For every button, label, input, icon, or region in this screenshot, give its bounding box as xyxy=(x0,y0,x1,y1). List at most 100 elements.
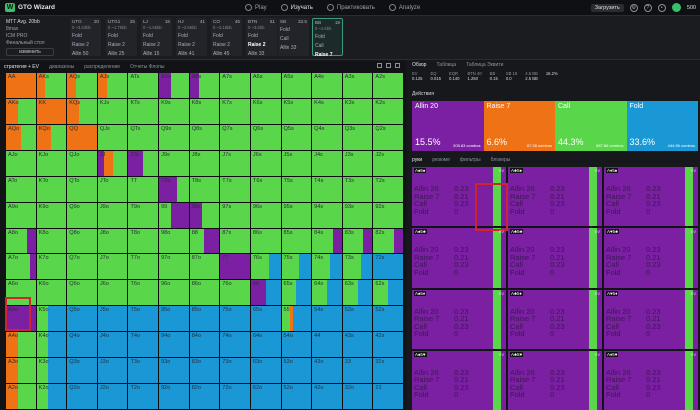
hand-cell[interactable]: K3o xyxy=(36,358,67,384)
hand-cell[interactable]: 73s xyxy=(342,254,373,280)
hand-cell[interactable]: K7o xyxy=(36,254,67,280)
combo-card[interactable]: A♥5♣ EV Allin 20 Raise 7 Call Fold 0.23 0.21 0.2… xyxy=(604,228,698,288)
hand-cell[interactable]: Q2s xyxy=(373,124,403,150)
hand-cell[interactable]: 98o xyxy=(159,228,189,254)
hand-cell[interactable]: A9o xyxy=(6,202,36,228)
hand-cell[interactable]: AJs xyxy=(97,73,128,98)
combo-card[interactable]: A♥5♦ EV Allin 20 Raise 7 Call Fold 0.23 0.21 0.2… xyxy=(604,289,698,349)
hand-cell[interactable]: K6s xyxy=(250,98,281,124)
hand-cell[interactable]: K4s xyxy=(312,98,342,124)
position-action[interactable]: Raise 2 xyxy=(248,42,266,49)
hand-cell[interactable]: JJ xyxy=(97,150,128,176)
hand-cell[interactable]: A6s xyxy=(250,73,281,98)
hand-cell[interactable]: Q9s xyxy=(159,124,189,150)
nav-practice[interactable]: Практиковать xyxy=(326,4,375,11)
hand-cell[interactable]: Q6s xyxy=(250,124,281,150)
hand-cell[interactable]: 92o xyxy=(159,384,189,409)
hand-cell[interactable]: 62o xyxy=(250,384,281,409)
hand-cell[interactable]: 32s xyxy=(373,358,403,384)
hand-cell[interactable]: A4o xyxy=(6,332,36,358)
hand-cell[interactable]: KTo xyxy=(36,176,67,202)
hand-cell[interactable]: 64s xyxy=(312,280,342,306)
hand-cell[interactable]: T7o xyxy=(128,254,159,280)
hand-cell[interactable]: A5s xyxy=(281,73,312,98)
hand-cell[interactable]: ATs xyxy=(128,73,159,98)
hand-cell[interactable]: 88 xyxy=(189,228,220,254)
hand-cell[interactable]: J4s xyxy=(312,150,342,176)
change-button[interactable]: изменить xyxy=(6,48,54,56)
hand-cell[interactable]: 99 xyxy=(159,202,189,228)
hand-cell[interactable]: 76s xyxy=(250,254,281,280)
combo-card[interactable]: A♣5♥ EV Allin 20 Raise 7 Call Fold 0.23 0.21 0.2… xyxy=(508,350,602,410)
hand-cell[interactable]: T7s xyxy=(220,176,250,202)
hand-cell[interactable]: T9s xyxy=(159,176,189,202)
hand-cell[interactable]: JTs xyxy=(128,150,159,176)
hand-cell[interactable]: 42s xyxy=(373,332,403,358)
hand-cell[interactable]: 54s xyxy=(312,306,342,332)
hand-cell[interactable]: Q5s xyxy=(281,124,312,150)
combo-card[interactable]: A♣5♠ EV Allin 20 Raise 7 Call Fold 0.23 0.21 0.2… xyxy=(508,167,602,227)
hand-cell[interactable]: QJo xyxy=(67,150,97,176)
upload-button[interactable]: Загрузить xyxy=(590,3,624,12)
hand-cell[interactable]: 84o xyxy=(189,332,220,358)
hand-cell[interactable]: 43s xyxy=(342,332,373,358)
hand-cell[interactable]: 74o xyxy=(220,332,250,358)
avatar[interactable] xyxy=(671,3,681,12)
hand-cell[interactable]: K8s xyxy=(189,98,220,124)
hand-cell[interactable]: 85s xyxy=(281,228,312,254)
combo-card[interactable]: A♠5♥ EV Allin 20 Raise 7 Call Fold 0.23 0.21 0.2… xyxy=(412,350,506,410)
hand-cell[interactable]: 33 xyxy=(342,358,373,384)
hand-cell[interactable]: J5o xyxy=(97,306,128,332)
hand-cell[interactable]: QJs xyxy=(97,124,128,150)
hand-cell[interactable]: T4o xyxy=(128,332,159,358)
hand-cell[interactable]: 63o xyxy=(250,358,281,384)
hand-cell[interactable]: Q6o xyxy=(67,280,97,306)
hand-cell[interactable]: 86o xyxy=(189,280,220,306)
action-summary-raise-7[interactable]: Raise 7 6.6% 87.38 combos xyxy=(483,101,555,151)
hand-cell[interactable]: Q8s xyxy=(189,124,220,150)
hand-cell[interactable]: 64o xyxy=(250,332,281,358)
hand-cell[interactable]: J8s xyxy=(189,150,220,176)
combo-card[interactable]: A♦5♥ EV Allin 20 Raise 7 Call Fold 0.23 0.21 0.2… xyxy=(604,350,698,410)
nav-study[interactable]: Изучать xyxy=(280,4,313,11)
list-view-icon[interactable] xyxy=(386,63,391,68)
action-summary-fold[interactable]: Fold 33.6% 444.96 combos xyxy=(626,101,698,151)
hand-cell[interactable]: AKs xyxy=(36,73,67,98)
hand-cell[interactable]: A9s xyxy=(159,73,189,98)
hand-cell[interactable]: A2s xyxy=(373,73,403,98)
hand-cell[interactable]: T2s xyxy=(373,176,403,202)
hand-cell[interactable]: QTo xyxy=(67,176,97,202)
hand-cell[interactable]: T8o xyxy=(128,228,159,254)
position-action[interactable]: Allin 33 xyxy=(280,45,297,52)
hand-cell[interactable]: 83o xyxy=(189,358,220,384)
hand-cell[interactable]: 32o xyxy=(342,384,373,409)
position-sb[interactable]: SB 32.5 Fold Call Allin 33 xyxy=(278,18,309,56)
hand-cell[interactable]: Q8o xyxy=(67,228,97,254)
hand-cell[interactable]: J3s xyxy=(342,150,373,176)
hand-cell[interactable]: 43o xyxy=(312,358,342,384)
combo-card[interactable]: A♦5♠ EV Allin 20 Raise 7 Call Fold 0.23 0.21 0.2… xyxy=(604,167,698,227)
hand-cell[interactable]: Q5o xyxy=(67,306,97,332)
hand-cell[interactable]: KJs xyxy=(97,98,128,124)
hand-cell[interactable]: AQs xyxy=(67,73,97,98)
hand-cell[interactable]: J8o xyxy=(97,228,128,254)
position-action[interactable]: Fold xyxy=(315,34,325,40)
actions-dropdown[interactable]: Действия xyxy=(412,91,434,97)
hand-cell[interactable]: A3s xyxy=(342,73,373,98)
position-action[interactable]: Fold xyxy=(178,33,188,39)
position-action[interactable]: Fold xyxy=(72,33,82,39)
action-summary-call[interactable]: Call 44.3% 587.86 combos xyxy=(555,101,627,151)
tab-strategy-ev[interactable]: стратегия + EV xyxy=(4,63,39,70)
position-action[interactable]: Fold xyxy=(108,33,118,39)
hand-cell[interactable]: TT xyxy=(128,176,159,202)
hand-cell[interactable]: 84s xyxy=(312,228,342,254)
tab-hands[interactable]: руки xyxy=(412,157,423,163)
hand-cell[interactable]: 83s xyxy=(342,228,373,254)
hand-cell[interactable]: J9s xyxy=(159,150,189,176)
position-action[interactable]: Call xyxy=(315,43,324,50)
hand-cell[interactable]: 74s xyxy=(312,254,342,280)
hand-cell[interactable]: J4o xyxy=(97,332,128,358)
hand-cell[interactable]: AKo xyxy=(6,98,36,124)
position-action[interactable]: Allin 41 xyxy=(178,51,195,58)
tab-distribution[interactable]: распределение xyxy=(84,63,121,70)
